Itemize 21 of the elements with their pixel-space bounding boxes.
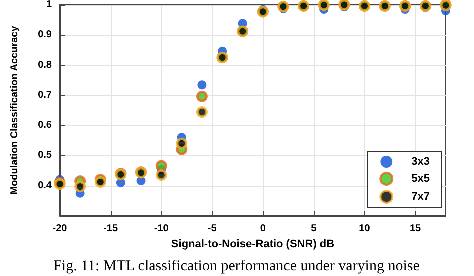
legend-label: 5x5 [412,173,430,185]
y-tick-label: 0.4 [38,180,52,192]
x-tick-label: 15 [410,224,422,234]
y-tick-label: 0.8 [38,60,52,71]
x-tick-label: 5 [311,224,318,234]
y-tick-label: 0.6 [38,120,52,132]
x-axis-title: Signal-to-Noise-Ratio (SNR) dB [171,238,335,250]
x-tick-label: -15 [104,224,118,234]
legend-label: 3x3 [412,156,430,168]
x-tick-label: -10 [154,224,170,234]
y-tick-label: 0.9 [38,30,52,41]
legend-label: 7x7 [412,191,430,203]
caption: Fig. 11: MTL classification performance under varying noise [54,258,420,274]
x-tick-label: -20 [52,224,68,234]
x-tick-label: -5 [208,224,218,234]
x-tick-label: 0 [260,224,266,234]
y-tick-label: 0.5 [38,150,52,162]
x-tick-label: 10 [359,224,371,234]
y-axis-title: Modulation Classification Accuracy [10,26,20,195]
y-tick-label: 1 [46,0,52,10]
y-tick-label: 0.7 [38,90,52,101]
